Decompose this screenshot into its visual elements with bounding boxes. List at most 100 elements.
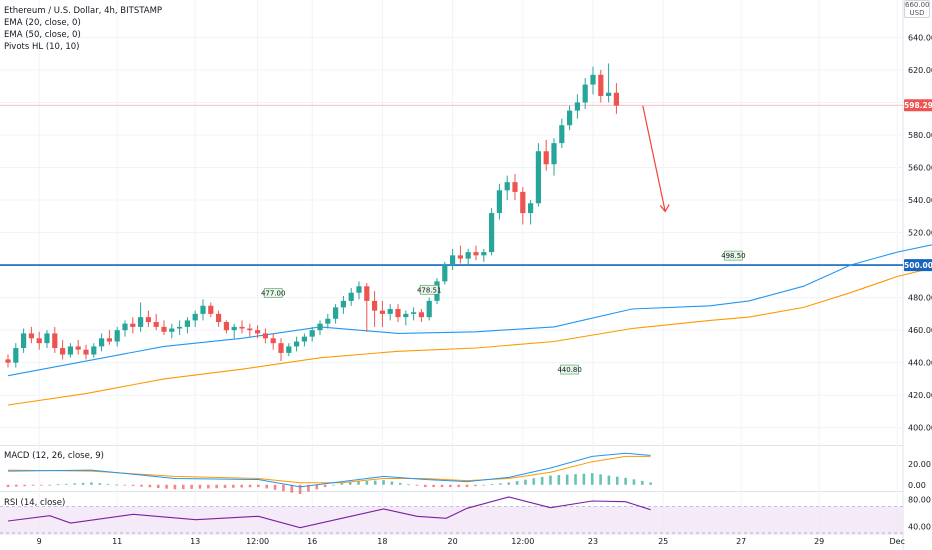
candle: [543, 139, 549, 171]
macd-histogram-bar: [40, 484, 43, 486]
candle: [294, 336, 300, 352]
currency-top-tick: 660.00: [905, 1, 930, 9]
candle-body: [145, 317, 151, 323]
macd-label[interactable]: MACD (12, 26, close, 9): [4, 451, 104, 461]
candle: [590, 66, 596, 95]
pivot-text: 478.51: [417, 286, 442, 294]
macd-histogram-bar: [190, 484, 193, 489]
candle: [52, 326, 58, 353]
legend-pivots[interactable]: Pivots HL (10, 10): [4, 42, 80, 52]
macd-histogram-bar: [457, 484, 460, 488]
x-tick-label: 9: [37, 537, 42, 546]
candle-body: [333, 307, 339, 319]
candle: [60, 339, 66, 360]
candle: [255, 325, 261, 339]
candle: [356, 281, 362, 300]
candle: [44, 330, 50, 349]
candle: [528, 200, 534, 225]
y-tick-label: 520.00: [908, 229, 932, 238]
rsi-label[interactable]: RSI (14, close): [4, 498, 66, 508]
candle: [145, 310, 151, 327]
macd-histogram-bar: [31, 484, 35, 486]
macd-histogram-bar: [56, 484, 60, 486]
candle: [559, 118, 565, 148]
candle: [184, 317, 190, 334]
candle: [411, 307, 417, 321]
candle: [75, 339, 81, 355]
candle: [598, 69, 604, 103]
candle-body: [481, 252, 487, 256]
candle-body: [395, 309, 401, 318]
legend-symbol[interactable]: Ethereum / U.S. Dollar, 4h, BITSTAMP: [4, 6, 163, 16]
candle: [496, 183, 502, 220]
candle: [216, 310, 222, 327]
candle: [153, 313, 159, 331]
down-arrow-shaft: [642, 105, 666, 212]
candle: [442, 261, 448, 285]
candle: [28, 326, 34, 344]
candle: [426, 297, 432, 321]
candle-body: [247, 328, 253, 331]
macd-histogram-bar: [499, 483, 502, 485]
candle-body: [138, 317, 144, 327]
candle: [418, 309, 424, 323]
macd-histogram-bar: [181, 484, 185, 490]
candle-body: [294, 341, 300, 347]
candle-body: [489, 213, 495, 253]
candle: [83, 344, 89, 360]
pivot-high-label: 498.50: [721, 250, 746, 261]
candle: [161, 320, 167, 336]
candle-body: [44, 333, 50, 344]
macd-histogram-bar: [615, 476, 619, 485]
legend-ema50[interactable]: EMA (50, close, 0): [4, 30, 81, 40]
candle: [278, 338, 284, 362]
candle: [223, 320, 229, 334]
legend-ema20[interactable]: EMA (20, close, 0): [4, 18, 81, 28]
rsi-y-tick: 40.00: [908, 522, 931, 531]
macd-histogram-bar: [440, 484, 444, 488]
rsi-band: [0, 506, 903, 533]
candle-body: [348, 292, 354, 301]
macd-histogram-bar: [549, 475, 552, 485]
candle: [138, 302, 144, 332]
price-tag-bg: [904, 99, 932, 112]
x-tick-label: 12:00: [246, 537, 269, 546]
macd-histogram-bar: [507, 482, 511, 485]
candle: [13, 343, 19, 368]
price-pane: 477.00 478.51 498.50 440.80: [0, 63, 932, 406]
candle-body: [223, 322, 229, 331]
x-tick-label: 27: [736, 537, 746, 546]
axes: 400.00 420.00 440.00 460.00 480.00 500.00 520.…: [37, 33, 932, 546]
macd-histogram-bar: [232, 484, 235, 488]
y-tick-label: 540.00: [908, 196, 932, 205]
x-tick-label: 25: [658, 537, 668, 546]
macd-histogram-bar: [474, 484, 477, 487]
candle-body: [262, 333, 268, 339]
candle: [535, 143, 541, 207]
candle-body: [255, 330, 261, 334]
macd-histogram-bar: [265, 484, 269, 489]
macd-pane: [6, 452, 652, 494]
candle-body: [60, 348, 66, 355]
candle-body: [130, 323, 136, 327]
candle-body: [169, 328, 175, 332]
candle-body: [301, 336, 307, 342]
candle: [270, 333, 276, 350]
macd-histogram-bar: [73, 483, 77, 485]
macd-histogram-bar: [273, 484, 277, 490]
candle-body: [270, 338, 276, 344]
candle: [582, 78, 588, 109]
candle-body: [606, 92, 612, 96]
macd-histogram-bar: [207, 484, 210, 489]
y-tick-label: 420.00: [908, 391, 932, 400]
macd-histogram-bar: [590, 473, 594, 485]
macd-signal-line: [7, 455, 651, 484]
macd-histogram-bar: [532, 478, 536, 485]
macd-histogram-bar: [198, 484, 202, 489]
macd-histogram-bar: [257, 484, 260, 488]
macd-histogram-bar: [357, 481, 360, 485]
rsi-y-tick: 80.00: [908, 496, 931, 505]
candle-body: [21, 333, 27, 349]
candle-body: [114, 330, 120, 342]
